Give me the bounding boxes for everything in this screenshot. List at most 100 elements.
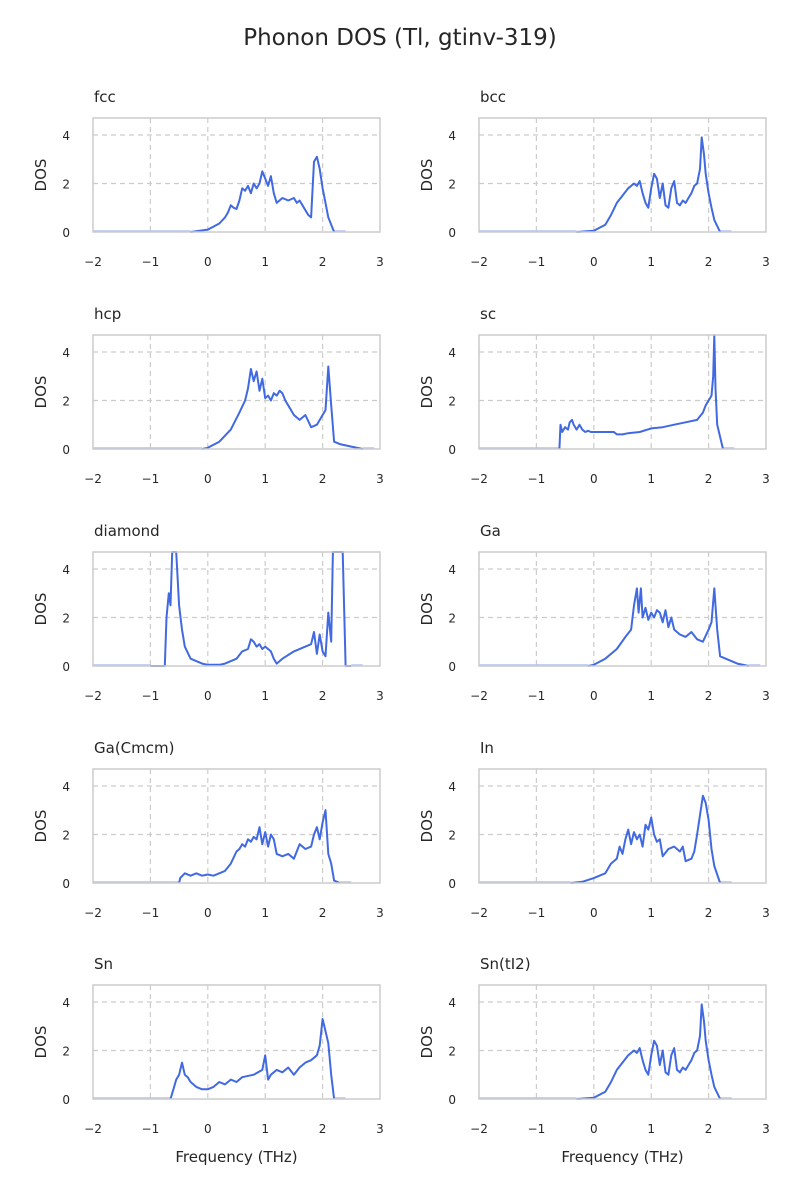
y-axis-label: DOS: [418, 593, 436, 626]
y-tick-label: 2: [448, 828, 456, 842]
y-axis-label: DOS: [418, 1026, 436, 1059]
plot-frame: [478, 551, 767, 667]
y-tick-label: 0: [448, 443, 456, 457]
x-tick-label: 2: [319, 906, 327, 920]
dos-curve: [570, 794, 722, 884]
x-tick-label: 2: [705, 906, 713, 920]
x-tick-label: −2: [84, 255, 102, 269]
x-axis-label: Frequency (THz): [175, 1148, 297, 1166]
plot-frame: [478, 334, 767, 450]
x-tick-label: −1: [528, 689, 546, 703]
x-tick-label: 1: [647, 906, 655, 920]
x-tick-label: 1: [647, 689, 655, 703]
panel-sc: sc −2 −1 0 1 2 3 0 2 4 DOS: [418, 305, 770, 486]
panel-bcc: bcc −2 −1 0 1 2 3 0 2 4 DOS: [418, 88, 770, 269]
x-tick-label: −1: [142, 689, 160, 703]
x-tick-label: 2: [319, 689, 327, 703]
x-tick-label: −2: [470, 255, 488, 269]
y-axis-label: DOS: [32, 376, 50, 409]
y-tick-label: 0: [448, 1093, 456, 1107]
y-tick-label: 4: [448, 996, 456, 1010]
y-tick-label: 4: [448, 346, 456, 360]
y-tick-label: 4: [448, 563, 456, 577]
x-tick-label: 1: [647, 1122, 655, 1136]
x-tick-label: 3: [762, 472, 770, 486]
panel-title: bcc: [480, 88, 506, 106]
dos-curve: [587, 587, 750, 667]
y-tick-label: 2: [62, 177, 70, 191]
dos-curve: [178, 809, 341, 884]
figure-title: Phonon DOS (Tl, gtinv-319): [243, 25, 557, 51]
x-tick-label: −1: [528, 472, 546, 486]
x-tick-label: −1: [528, 255, 546, 269]
dos-curve: [201, 365, 364, 450]
x-tick-label: 2: [705, 472, 713, 486]
x-axis-label: Frequency (THz): [561, 1148, 683, 1166]
dos-curve: [576, 136, 722, 233]
panel-title: sc: [480, 305, 496, 323]
dos-curve: [169, 1018, 336, 1100]
plot-frame: [92, 551, 381, 667]
plot-frame: [478, 117, 767, 233]
x-tick-label: 3: [762, 255, 770, 269]
x-tick-label: 3: [376, 255, 384, 269]
x-tick-label: 0: [204, 255, 212, 269]
x-tick-label: −1: [142, 1122, 160, 1136]
dos-curve: [190, 155, 336, 233]
y-tick-label: 4: [448, 780, 456, 794]
y-tick-label: 2: [62, 828, 70, 842]
x-tick-label: 0: [204, 906, 212, 920]
x-tick-label: −2: [470, 1122, 488, 1136]
x-tick-label: −2: [470, 472, 488, 486]
y-tick-label: 0: [62, 443, 70, 457]
x-tick-label: −1: [142, 255, 160, 269]
y-tick-label: 0: [62, 660, 70, 674]
y-tick-label: 4: [62, 780, 70, 794]
x-tick-label: 3: [762, 689, 770, 703]
x-tick-label: −2: [84, 472, 102, 486]
x-tick-label: 2: [319, 472, 327, 486]
panel-in: In −2 −1 0 1 2 3 0 2 4 DOS: [418, 739, 770, 920]
x-tick-label: 3: [376, 472, 384, 486]
x-tick-label: 0: [590, 255, 598, 269]
y-axis-label: DOS: [32, 159, 50, 192]
x-tick-label: 2: [319, 1122, 327, 1136]
panel-title: Sn: [94, 955, 113, 973]
y-tick-label: 0: [448, 877, 456, 891]
plot-frame: [478, 768, 767, 884]
y-tick-label: 0: [448, 226, 456, 240]
x-tick-label: 3: [376, 906, 384, 920]
y-tick-label: 0: [448, 660, 456, 674]
x-tick-label: 3: [376, 1122, 384, 1136]
x-tick-label: 0: [590, 906, 598, 920]
x-tick-label: −1: [142, 906, 160, 920]
panel-sn-ti2: Sn(tI2) −2 −1 0 1 2 3 0 2 4 DOS Frequency (THz): [418, 955, 770, 1166]
y-tick-label: 4: [448, 129, 456, 143]
x-tick-label: 1: [647, 255, 655, 269]
panel-ga: Ga −2 −1 0 1 2 3 0 2 4 DOS: [418, 522, 770, 703]
panel-title: diamond: [94, 522, 160, 540]
x-tick-label: 1: [261, 906, 269, 920]
y-tick-label: 0: [62, 1093, 70, 1107]
y-tick-label: 2: [448, 611, 456, 625]
panel-grid: fcc −2 −1 0 1 2 3 0 2 4 DOS bcc −2 −1 0 1 2 3 0 2 4 DOS hcp −2 −…: [32, 88, 770, 1166]
panel-hcp: hcp −2 −1 0 1 2 3 0 2 4 DOS: [32, 305, 384, 486]
x-tick-label: −2: [84, 906, 102, 920]
x-tick-label: 1: [261, 1122, 269, 1136]
x-tick-label: 0: [204, 472, 212, 486]
y-tick-label: 2: [448, 394, 456, 408]
panel-sn: Sn −2 −1 0 1 2 3 0 2 4 DOS Frequency (THz): [32, 955, 384, 1166]
x-tick-label: −2: [84, 1122, 102, 1136]
x-tick-label: 2: [705, 689, 713, 703]
x-tick-label: 0: [204, 689, 212, 703]
panel-title: Ga(Cmcm): [94, 739, 174, 757]
plot-frame: [92, 768, 381, 884]
panel-title: In: [480, 739, 494, 757]
y-tick-label: 0: [62, 226, 70, 240]
y-axis-label: DOS: [32, 1026, 50, 1059]
panel-fcc: fcc −2 −1 0 1 2 3 0 2 4 DOS: [32, 88, 384, 269]
y-axis-label: DOS: [418, 810, 436, 843]
x-tick-label: 0: [590, 472, 598, 486]
x-tick-label: 1: [261, 472, 269, 486]
